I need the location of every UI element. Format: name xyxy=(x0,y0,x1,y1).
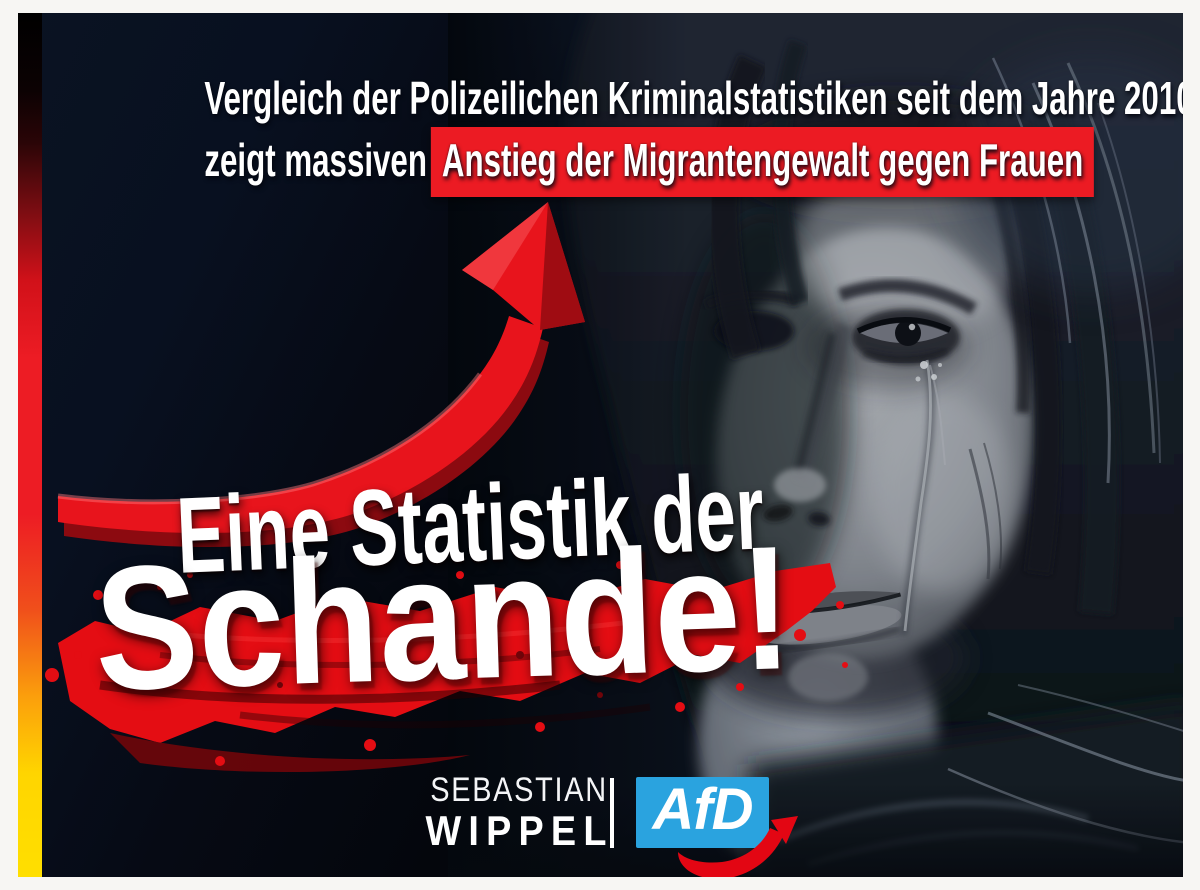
red-rising-trend-arrow-icon xyxy=(57,202,585,548)
statement-line2-prefix: zeigt massiven xyxy=(204,134,427,186)
statement-line2-highlight: Anstieg der Migrantengewalt gegen Frauen xyxy=(431,127,1095,197)
headline-line2: Schande! xyxy=(91,509,795,728)
statement-line2: zeigt massiven Anstieg der Migrantengewal… xyxy=(204,127,1095,197)
red-paint-brush-stroke xyxy=(45,561,848,773)
german-flag-gradient-stripe xyxy=(18,13,42,877)
statement-line1: Vergleich der Polizeilichen Kriminalstat… xyxy=(204,72,1183,124)
top-statement: Vergleich der Polizeilichen Kriminalstat… xyxy=(18,72,1183,197)
poster-canvas: Vergleich der Polizeilichen Kriminalstat… xyxy=(18,13,1183,877)
